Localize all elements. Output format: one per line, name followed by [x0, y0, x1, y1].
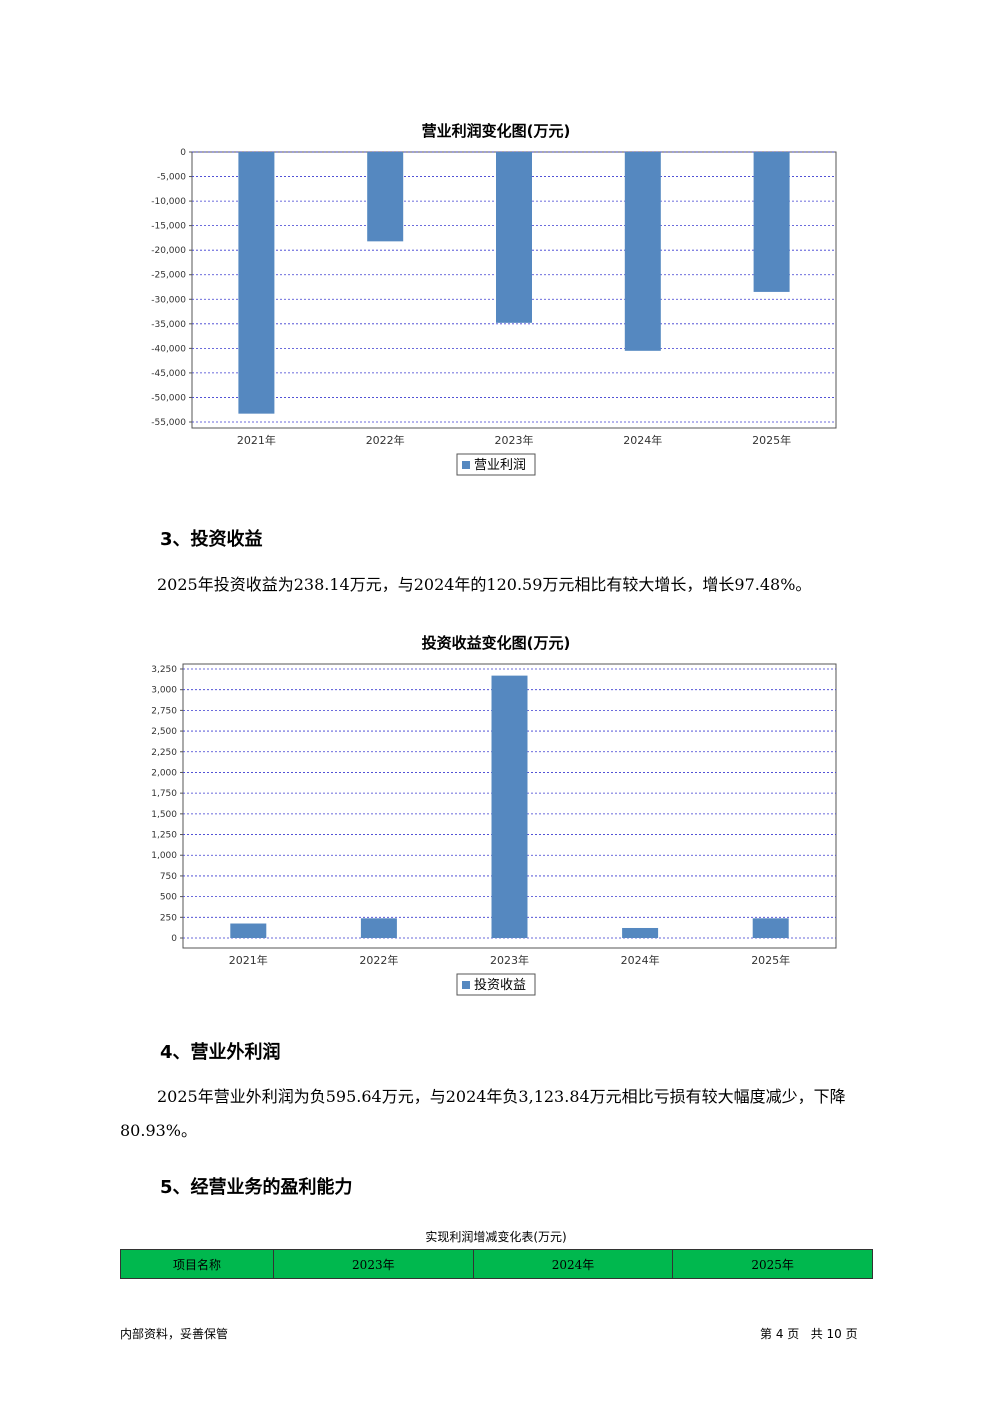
footer-confidential: 内部资料，妥善保管 [120, 1327, 229, 1341]
legend-box [456, 453, 536, 476]
y-tick-label: -10,000 [151, 197, 186, 207]
bar [360, 918, 397, 938]
bar [230, 923, 267, 938]
y-tick-label: 750 [160, 872, 177, 882]
x-tick-label: 2023年 [495, 433, 534, 447]
chart-title-operating-profit: 营业利润变化图(万元) [421, 122, 571, 140]
bar [491, 675, 528, 938]
x-tick-label: 2024年 [623, 433, 662, 447]
section-heading-non-operating-profit: 4、营业外利润 [160, 1042, 281, 1063]
y-tick-label: -20,000 [151, 246, 186, 256]
chart-title-investment-income: 投资收益变化图(万元) [421, 634, 571, 652]
y-tick-label: -5,000 [157, 173, 186, 183]
table-header-cell: 2025年 [672, 1249, 873, 1279]
y-tick-label: -30,000 [151, 295, 186, 305]
legend-label: 投资收益 [474, 977, 526, 993]
table-header-cell: 2024年 [472, 1249, 674, 1279]
y-tick-label: 3,250 [151, 665, 177, 675]
y-tick-label: 0 [171, 934, 177, 944]
x-tick-label: 2025年 [752, 433, 791, 447]
y-tick-label: 1,250 [151, 831, 177, 841]
bar [753, 152, 790, 292]
x-tick-label: 2021年 [229, 953, 268, 967]
y-tick-label: 3,000 [151, 686, 177, 696]
profit-change-table: 项目名称 2023年 2024年 2025年 [120, 1249, 873, 1279]
investment-income-paragraph: 2025年投资收益为238.14万元，与2024年的120.59万元相比有较大增… [157, 575, 812, 594]
x-tick-label: 2022年 [359, 953, 398, 967]
legend-swatch [462, 981, 470, 989]
legend-label: 营业利润 [474, 458, 526, 473]
y-tick-label: -45,000 [151, 369, 186, 379]
operating-profit-chart: 0 -5,000 -10,000 -15,000 -20,000 -25,000 -30,0… [151, 148, 837, 476]
y-tick-label: 250 [160, 913, 177, 923]
legend-box [456, 973, 536, 996]
x-tick-label: 2021年 [237, 433, 276, 447]
y-tick-label: -35,000 [151, 320, 186, 330]
y-tick-label: 1,750 [151, 789, 177, 799]
y-tick-label: 2,750 [151, 706, 177, 716]
investment-income-chart: 0 250 500 750 1,000 1,250 1,500 1,750 2,000 2,250… [151, 663, 837, 996]
y-tick-label: 1,500 [151, 810, 177, 820]
section-heading-profitability: 5、经营业务的盈利能力 [160, 1177, 353, 1198]
bar [622, 927, 659, 938]
y-tick-label: -40,000 [151, 344, 186, 354]
bar [624, 152, 661, 351]
legend-swatch [462, 461, 470, 469]
y-tick-label: 500 [160, 893, 177, 903]
y-tick-label: 2,000 [151, 768, 177, 778]
y-tick-label: 2,500 [151, 727, 177, 737]
bar [496, 152, 532, 323]
y-tick-label: 1,000 [151, 851, 177, 861]
y-tick-label: -25,000 [151, 271, 186, 281]
table-header-cell: 2023年 [273, 1249, 474, 1279]
bar [367, 152, 404, 242]
table-header-row: 项目名称 2023年 2024年 2025年 [120, 1249, 873, 1279]
footer-page-number: 第 4 页 共 10 页 [760, 1327, 858, 1341]
y-tick-label: -15,000 [151, 222, 186, 232]
table-header-cell: 项目名称 [120, 1249, 274, 1279]
y-tick-label: -55,000 [151, 418, 186, 428]
y-tick-label: 2,250 [151, 748, 177, 758]
bar [752, 918, 789, 938]
non-operating-profit-paragraph: 2025年营业外利润为负595.64万元，与2024年负3,123.84万元相比… [120, 1087, 846, 1140]
x-tick-label: 2025年 [751, 953, 790, 967]
x-tick-label: 2022年 [366, 433, 405, 447]
x-tick-label: 2023年 [490, 953, 529, 967]
y-tick-label: -50,000 [151, 393, 186, 403]
x-tick-label: 2024年 [621, 953, 660, 967]
section-heading-investment-income: 3、投资收益 [160, 529, 263, 550]
table-title: 实现利润增减变化表(万元) [425, 1230, 567, 1244]
y-tick-label: 0 [180, 148, 186, 158]
bar [238, 152, 275, 414]
